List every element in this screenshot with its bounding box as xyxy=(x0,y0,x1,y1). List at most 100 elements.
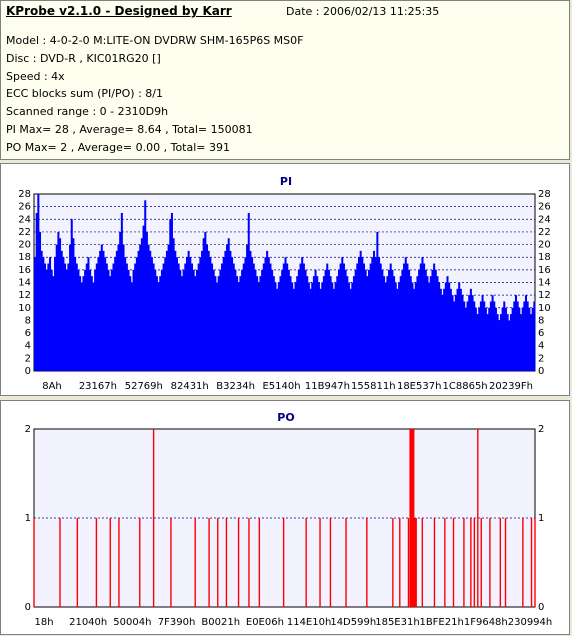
pi-bar xyxy=(137,250,140,371)
pi-bar xyxy=(499,314,502,371)
pi-bar xyxy=(394,282,397,371)
pi-bar xyxy=(493,301,496,371)
pi-y-tick-label-right: 26 xyxy=(538,202,551,213)
pi-bar xyxy=(160,269,163,371)
pi-bar xyxy=(408,269,411,371)
pi-bar xyxy=(64,263,67,371)
pi-bar xyxy=(448,282,451,371)
pi-bar xyxy=(182,269,185,371)
pi-bar xyxy=(227,238,230,371)
pi-bar xyxy=(247,212,250,371)
pi-chart-panel: PI 0 0 2 2 4 4 6 6 8 8 10 10 12 12 14 14 16 16 18 18 20 20 22 22… xyxy=(0,163,570,396)
pi-bar xyxy=(80,282,83,371)
pi-bar xyxy=(359,250,362,371)
pi-bar xyxy=(192,269,195,371)
pi-bar xyxy=(531,307,534,371)
pi-bar xyxy=(373,250,376,371)
pi-bar xyxy=(446,276,449,371)
pi-bar xyxy=(110,269,113,371)
pi-y-tick-label-left: 8 xyxy=(25,315,31,326)
pi-bar xyxy=(42,257,45,371)
pi-bar xyxy=(337,269,340,371)
pi-x-tick-label: 20239Fh xyxy=(489,381,533,392)
pi-bar xyxy=(456,288,459,371)
pi-bar xyxy=(366,276,369,371)
pi-bar xyxy=(70,219,73,371)
pi-bar xyxy=(414,282,417,371)
pi-bar xyxy=(149,250,152,371)
pi-bar xyxy=(92,282,95,371)
pi-bar xyxy=(152,263,155,371)
pi-bar xyxy=(140,238,143,371)
pi-bar xyxy=(349,288,352,371)
pi-bar xyxy=(294,282,297,371)
pi-bar xyxy=(404,257,407,371)
pi-bar xyxy=(396,288,399,371)
pi-bar xyxy=(524,295,527,371)
pi-bar xyxy=(331,282,334,371)
pi-bar xyxy=(286,263,289,371)
pi-bar xyxy=(72,238,75,371)
pi-bar xyxy=(478,307,481,371)
pi-bar xyxy=(381,269,384,371)
pi-bar xyxy=(77,269,80,371)
pi-bar xyxy=(316,276,319,371)
pi-bar xyxy=(257,282,260,371)
pi-bar xyxy=(326,263,329,371)
po-x-tick-label: 50004h xyxy=(113,617,151,628)
pi-y-tick-label-left: 0 xyxy=(25,366,31,377)
po-x-tick-label: 1BFE21h xyxy=(419,617,463,628)
pi-bar xyxy=(277,282,280,371)
po-x-tick-label: 230994h xyxy=(508,617,553,628)
pi-bar xyxy=(264,257,267,371)
po-chart: PO 0 0 1 1 2 2 18h 21040h 50004h 7F390h B0021h E0E06… xyxy=(25,411,553,628)
pi-bar xyxy=(99,250,102,371)
pi-bar xyxy=(301,257,304,371)
pi-bar xyxy=(209,257,212,371)
pi-x-tick-label: 11B947h xyxy=(305,381,350,392)
pi-bar xyxy=(354,269,357,371)
pi-bar xyxy=(214,276,217,371)
pi-y-tick-label-left: 4 xyxy=(25,341,31,352)
pi-bar xyxy=(206,244,209,371)
pi-bar xyxy=(37,194,40,371)
scan-range-info: Scanned range : 0 - 2310D9h xyxy=(6,105,169,118)
pi-bar xyxy=(185,257,188,371)
pi-bar xyxy=(468,295,471,371)
pi-bar xyxy=(296,276,299,371)
pi-bar xyxy=(341,257,344,371)
pi-bar xyxy=(368,269,371,371)
po-y-tick-label-left: 0 xyxy=(25,602,31,613)
pi-bar xyxy=(274,282,277,371)
pi-bar xyxy=(321,282,324,371)
pi-bar xyxy=(114,257,117,371)
pi-bar xyxy=(224,250,227,371)
pi-bar xyxy=(342,263,345,371)
pi-bar xyxy=(60,250,63,371)
pi-bar xyxy=(289,276,292,371)
pi-bar xyxy=(226,244,229,371)
pi-bar xyxy=(89,269,92,371)
pi-bar xyxy=(429,276,432,371)
pi-bar xyxy=(204,231,207,371)
pi-bar xyxy=(269,263,272,371)
pi-bar xyxy=(439,288,442,371)
pi-bar xyxy=(259,276,262,371)
pi-bar xyxy=(207,250,210,371)
pi-bar xyxy=(516,301,519,371)
pi-bar xyxy=(174,250,177,371)
po-y-tick-label-right: 2 xyxy=(538,424,544,435)
pi-y-tick-label-left: 28 xyxy=(18,189,31,200)
pi-bar xyxy=(369,263,372,371)
pi-bar xyxy=(509,314,512,371)
pi-bar xyxy=(84,269,87,371)
pi-bar xyxy=(85,263,88,371)
pi-bar xyxy=(459,288,462,371)
pi-bar xyxy=(132,269,135,371)
pi-bar xyxy=(127,269,130,371)
pi-bar xyxy=(319,288,322,371)
pi-bar xyxy=(454,295,457,371)
pi-bar xyxy=(144,200,147,371)
pi-bar xyxy=(393,276,396,371)
pi-bar xyxy=(139,244,142,371)
